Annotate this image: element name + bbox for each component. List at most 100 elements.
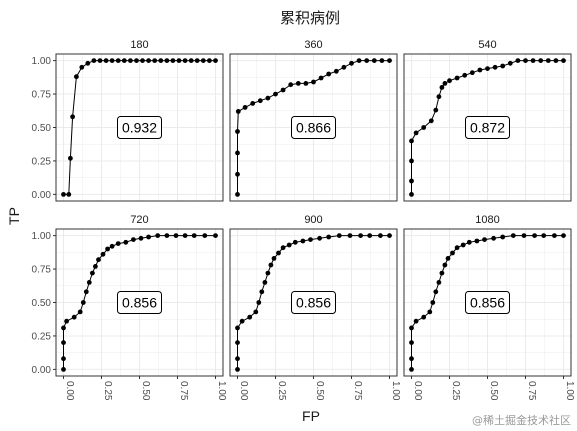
facet-strip-label: 540	[478, 39, 496, 51]
roc-point	[138, 235, 144, 241]
x-tick-label: 0.50	[314, 381, 325, 401]
x-tick-label: 1.00	[390, 381, 401, 401]
roc-point	[146, 234, 152, 240]
roc-point	[439, 85, 445, 90]
roc-point	[235, 340, 240, 345]
roc-point	[176, 58, 182, 63]
roc-point	[409, 367, 414, 372]
facet-panel: 360 0.866	[229, 39, 398, 202]
roc-point	[356, 58, 362, 63]
x-tick-label: 1.00	[564, 381, 575, 401]
roc-point	[387, 58, 392, 63]
roc-point	[538, 58, 544, 63]
roc-point	[462, 72, 468, 78]
roc-point	[250, 101, 256, 106]
roc-point	[433, 289, 439, 295]
roc-point	[326, 234, 332, 240]
roc-point	[445, 256, 451, 261]
roc-point	[482, 237, 487, 243]
roc-point	[239, 318, 245, 324]
roc-point	[235, 171, 240, 177]
facet-panel: 180 0.932 0.00 0.25 0.50 0.75 1.00	[32, 39, 224, 202]
roc-point	[333, 68, 339, 74]
roc-point	[477, 67, 483, 73]
roc-point	[428, 118, 434, 124]
roc-point	[469, 70, 475, 76]
auc-label: 0.932	[122, 120, 157, 136]
roc-point	[421, 314, 427, 320]
x-tick-label: 0.00	[412, 381, 423, 401]
auc-label: 0.872	[470, 120, 505, 136]
roc-point	[155, 233, 161, 239]
roc-point	[379, 58, 385, 63]
roc-point	[265, 95, 271, 101]
facet-strip-label: 180	[130, 39, 148, 51]
roc-point	[341, 64, 347, 70]
roc-point	[280, 87, 286, 93]
auc-label: 0.856	[122, 295, 157, 311]
facet-strip-label: 1080	[475, 214, 499, 226]
roc-point	[485, 66, 490, 71]
roc-point	[202, 233, 208, 239]
roc-point	[326, 71, 332, 77]
roc-point	[409, 325, 414, 331]
roc-point	[70, 114, 75, 120]
roc-point	[492, 64, 498, 70]
y-tick-label: 0.75	[32, 265, 52, 276]
roc-point	[121, 58, 127, 63]
roc-point	[66, 192, 72, 197]
roc-point	[295, 81, 301, 86]
roc-point	[545, 58, 551, 63]
roc-point	[64, 318, 69, 324]
facet-panel: 720 0.856 0.00 0.25 0.50 0.75 1.00 0.00 0.25 0.50…	[32, 214, 227, 401]
roc-point	[433, 107, 439, 113]
roc-point	[131, 237, 136, 243]
roc-point	[235, 129, 240, 134]
roc-point	[207, 58, 212, 63]
roc-point	[521, 233, 527, 239]
auc-label-box	[291, 116, 336, 139]
roc-point	[265, 270, 271, 276]
facet-panels: 180 0.932 0.00 0.25 0.50 0.75 1.00 360 0.866 540 0…	[32, 39, 575, 401]
roc-point	[276, 250, 281, 256]
roc-point	[436, 280, 442, 285]
roc-point	[500, 234, 506, 240]
roc-point	[507, 60, 513, 66]
roc-point	[288, 82, 294, 88]
roc-point	[364, 58, 370, 63]
roc-point	[409, 138, 414, 144]
roc-point	[235, 192, 240, 197]
roc-point	[460, 242, 466, 248]
x-tick-label: 0.25	[102, 381, 113, 401]
roc-point	[409, 340, 414, 345]
x-tick-label: 0.00	[64, 381, 75, 401]
panel-border	[229, 53, 398, 202]
roc-point	[134, 58, 139, 63]
roc-point	[146, 58, 152, 63]
roc-point	[170, 58, 176, 63]
roc-point	[541, 233, 547, 239]
roc-point	[474, 238, 480, 244]
roc-point	[466, 239, 472, 245]
roc-point	[510, 233, 516, 239]
x-tick-label: 0.75	[352, 381, 363, 401]
roc-point	[280, 245, 286, 251]
roc-point	[442, 262, 448, 268]
auc-label-box	[291, 291, 336, 314]
roc-point	[561, 58, 566, 63]
y-tick-label: 0.00	[32, 365, 52, 376]
roc-point	[103, 58, 109, 63]
roc-point	[200, 58, 206, 63]
roc-point	[109, 243, 115, 249]
facet-panel: 1080 0.856 0.00 0.25 0.50 0.75 1.00	[403, 214, 575, 401]
roc-point	[242, 105, 248, 110]
roc-point	[256, 300, 262, 305]
roc-point	[552, 233, 557, 239]
y-tick-label: 1.00	[32, 56, 52, 67]
roc-point	[439, 270, 445, 276]
roc-point	[442, 81, 448, 86]
facet-strip-label: 360	[304, 39, 322, 51]
x-axis-label: FP	[302, 408, 320, 424]
roc-point	[530, 58, 536, 63]
roc-point	[409, 192, 414, 197]
